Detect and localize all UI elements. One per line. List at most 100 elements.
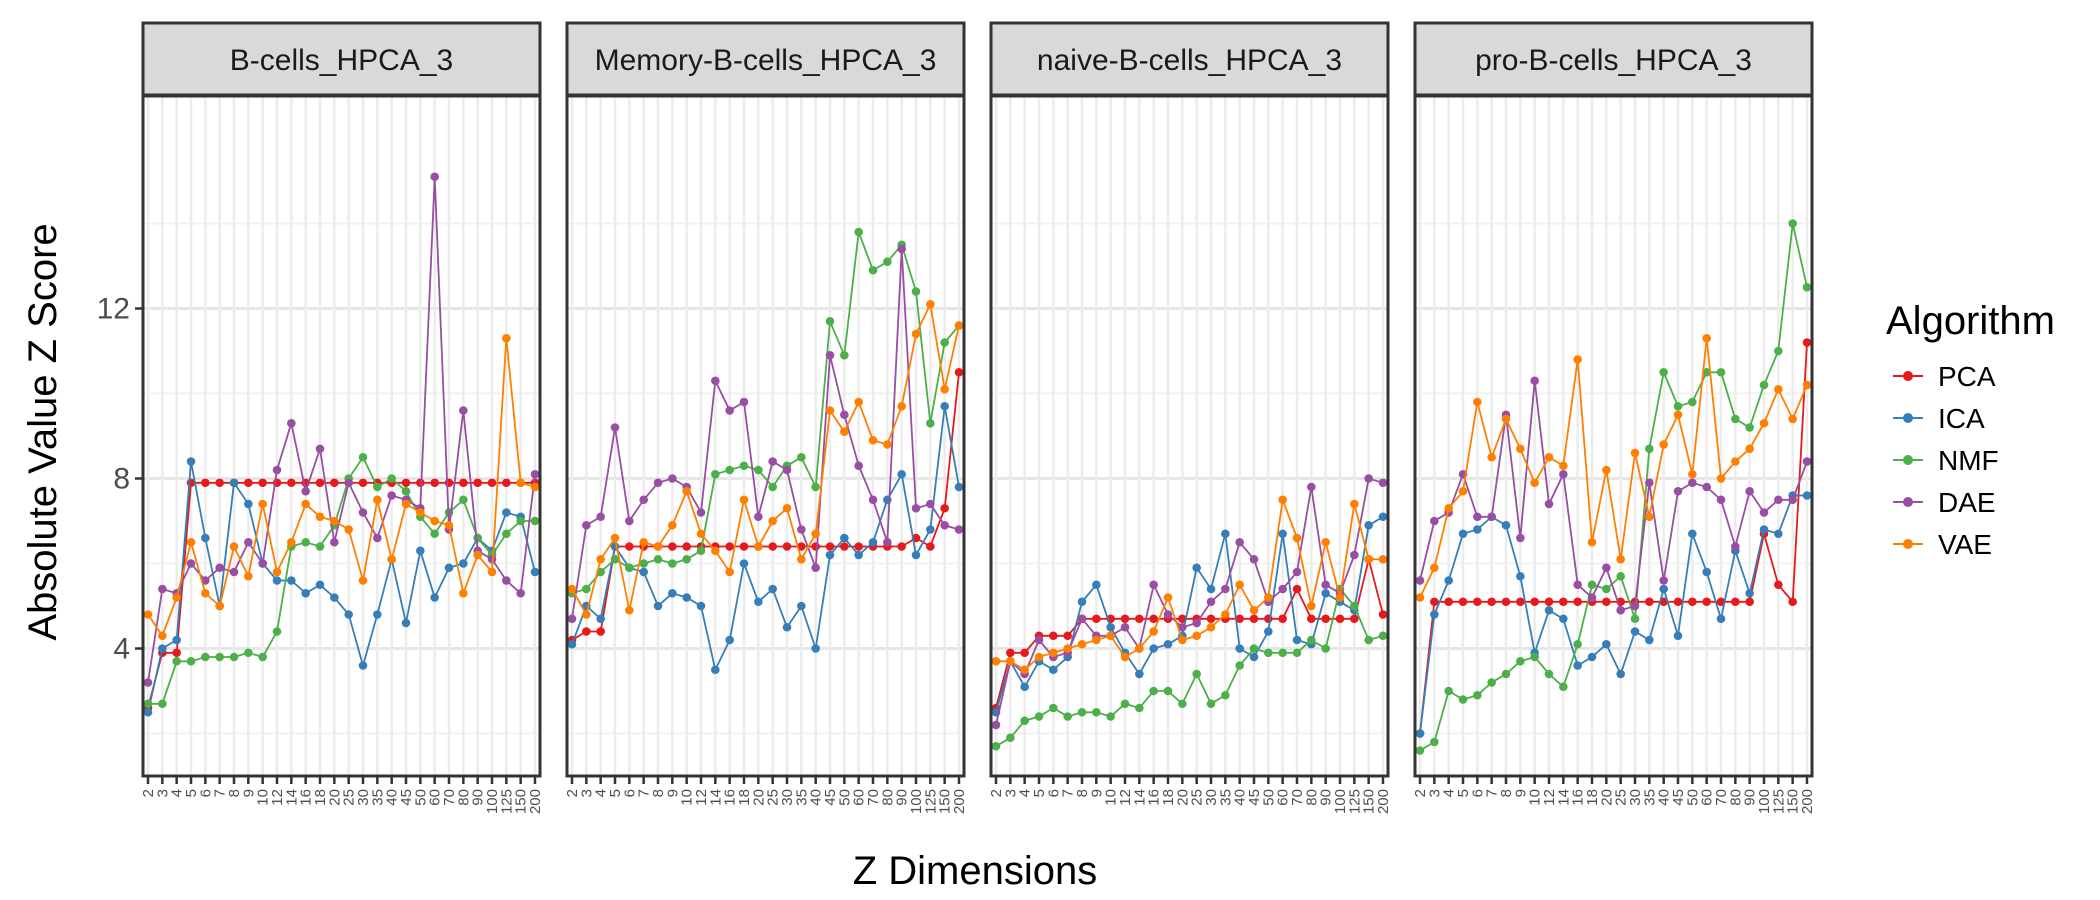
panel-border: [1413, 94, 1814, 778]
x-tick-label: 40: [808, 789, 825, 806]
data-point: [215, 478, 224, 488]
data-point: [991, 741, 1001, 751]
data-point: [344, 525, 353, 534]
y-tick-label: 12: [97, 293, 130, 326]
data-point: [1544, 669, 1554, 679]
data-point: [1364, 554, 1373, 564]
data-point: [301, 486, 310, 496]
data-point: [1473, 525, 1482, 534]
data-point: [1178, 614, 1187, 624]
series-ica: [1415, 491, 1812, 738]
x-tick-label: 20: [1174, 789, 1191, 806]
x-tick-label: 10: [679, 789, 696, 806]
data-point: [610, 423, 620, 432]
data-point: [315, 580, 325, 590]
data-point: [1350, 601, 1359, 611]
data-point: [1120, 652, 1130, 662]
x-tick-label: 16: [1146, 789, 1163, 806]
data-point: [416, 508, 425, 517]
series-line: [995, 477, 1384, 726]
data-point: [172, 656, 181, 666]
data-point: [768, 516, 777, 526]
data-point: [711, 469, 720, 479]
data-point: [1292, 635, 1302, 645]
data-point: [1350, 499, 1359, 509]
x-tick-label: 10: [1103, 789, 1120, 806]
data-point: [940, 338, 949, 347]
x-tick-label: 5: [607, 789, 624, 797]
x-axis-title: Z Dimensions: [853, 849, 1098, 893]
data-point: [1573, 597, 1582, 607]
x-tick-label: 6: [197, 789, 214, 797]
data-point: [739, 559, 749, 568]
data-point: [172, 648, 181, 658]
data-point: [1645, 635, 1654, 645]
data-point: [1731, 542, 1740, 551]
data-point: [883, 257, 892, 267]
data-point: [1444, 576, 1453, 585]
x-tick-label: 20: [326, 789, 343, 806]
data-point: [825, 316, 835, 326]
data-point: [1020, 665, 1029, 675]
data-point: [229, 478, 239, 488]
x-tick-label: 150: [937, 789, 954, 814]
data-point: [954, 525, 964, 534]
data-point: [1221, 529, 1230, 539]
x-tick-label: 100: [1756, 789, 1773, 814]
data-point: [186, 656, 196, 666]
legend-items: PCA ICA NMF DAE VAE: [1893, 361, 1999, 560]
data-point: [1673, 401, 1683, 411]
data-point: [682, 486, 691, 496]
data-point: [1788, 495, 1797, 505]
data-point: [639, 567, 648, 577]
data-point: [1077, 597, 1087, 607]
data-point: [754, 542, 763, 551]
data-point: [825, 406, 835, 415]
data-point: [516, 516, 525, 526]
data-point: [1630, 627, 1640, 636]
data-point: [1192, 669, 1201, 679]
data-point: [1020, 716, 1029, 726]
data-point: [287, 478, 296, 488]
data-point: [567, 614, 577, 624]
data-point: [926, 525, 935, 534]
data-point: [143, 707, 153, 717]
data-point: [1444, 686, 1453, 696]
data-point: [1307, 614, 1316, 624]
x-tick-label: 125: [1346, 789, 1363, 814]
data-point: [1321, 537, 1330, 547]
data-point: [625, 563, 634, 573]
data-point: [1135, 644, 1144, 653]
data-point: [926, 299, 935, 309]
x-tick-label: 5: [1455, 789, 1472, 797]
data-point: [1034, 712, 1044, 721]
data-point: [1249, 605, 1259, 615]
data-point: [797, 525, 806, 534]
data-point: [682, 542, 691, 551]
data-point: [1731, 414, 1740, 424]
data-point: [1063, 712, 1072, 721]
legend-item-vae: VAE: [1893, 529, 1992, 560]
data-point: [1006, 648, 1015, 658]
data-point: [430, 172, 439, 182]
data-point: [344, 610, 353, 619]
x-tick-label: 8: [650, 789, 667, 797]
x-tick-label: 9: [1088, 789, 1105, 797]
panel-title: naive-B-cells_HPCA_3: [1037, 44, 1342, 77]
x-tick-label: 9: [240, 789, 257, 797]
x-tick-label: 14: [283, 789, 300, 806]
data-point: [1688, 469, 1697, 479]
legend-label: VAE: [1938, 529, 1992, 560]
data-point: [883, 440, 892, 449]
data-point: [172, 593, 181, 602]
data-point: [1092, 580, 1101, 590]
x-tick-label: 16: [1570, 789, 1587, 806]
series-line: [995, 516, 1384, 713]
data-point: [1163, 686, 1173, 696]
data-point: [610, 554, 620, 564]
data-point: [1659, 367, 1668, 377]
data-point: [1135, 614, 1144, 624]
data-point: [1645, 597, 1654, 607]
data-point: [1573, 639, 1582, 649]
